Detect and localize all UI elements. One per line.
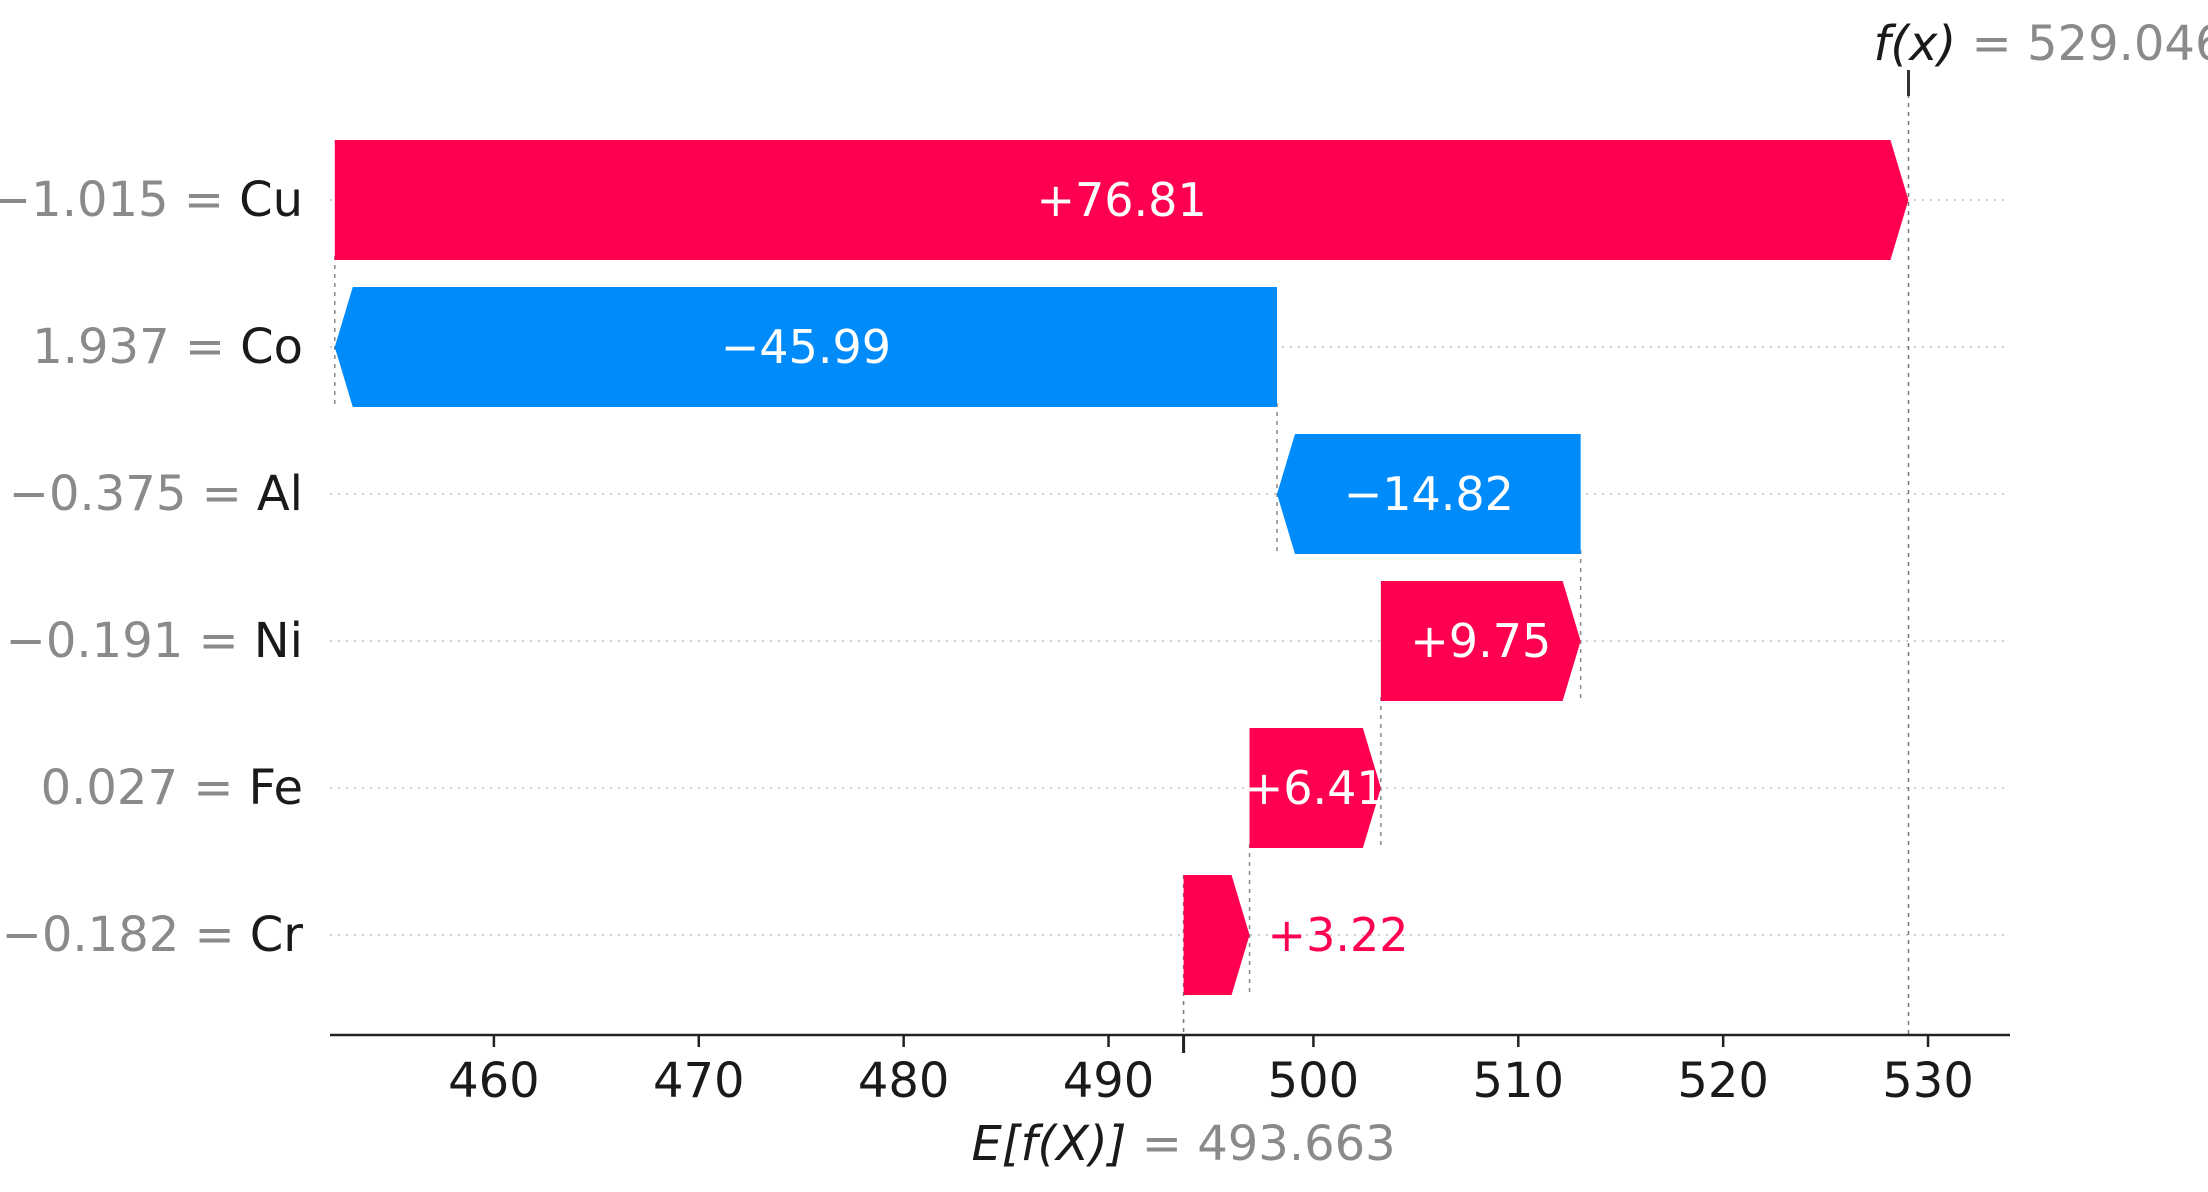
bar-label-cu: +76.81	[1036, 173, 1206, 227]
bar-label-al: −14.82	[1344, 467, 1514, 521]
output-value-number: 529.046	[2027, 16, 2208, 72]
guide-lines	[334, 70, 1911, 1035]
base-value-label: E[f(X)]	[971, 1116, 1126, 1172]
bar-label-cr: +3.22	[1268, 908, 1409, 962]
bars	[334, 140, 1909, 995]
feature-name: Cr	[250, 907, 304, 963]
feature-value: 0.027 =	[41, 760, 234, 816]
feature-value: −0.191 =	[6, 613, 239, 669]
feature-name: Co	[240, 319, 303, 375]
bar-label-fe: +6.41	[1245, 761, 1386, 815]
base-value-equals: =	[1126, 1116, 1197, 1172]
bar-ni	[1380, 581, 1581, 701]
output-value-equals: =	[1956, 16, 2027, 72]
bar-fe	[1249, 728, 1381, 848]
feature-name: Ni	[254, 613, 303, 669]
feature-name: Al	[257, 466, 303, 522]
output-value-label: f(x)	[1874, 16, 1957, 72]
base-value-number: 493.663	[1197, 1116, 1396, 1172]
feature-name: Fe	[248, 760, 303, 816]
x-tick-label: 470	[653, 1053, 745, 1109]
bar-label-co: −45.99	[721, 320, 891, 374]
feature-value: −0.375 =	[9, 466, 242, 522]
x-tick-label: 530	[1882, 1053, 1974, 1109]
bar-label-ni: +9.75	[1410, 614, 1551, 668]
bar-co	[334, 287, 1278, 407]
x-tick-label: 490	[1063, 1053, 1155, 1109]
feature-value: 1.937 =	[32, 319, 225, 375]
output-value-annotation: f(x) = 529.046	[1874, 16, 2208, 72]
x-tick-label: 520	[1677, 1053, 1769, 1109]
x-axis: 460 470 480 490 500 510 520 530 E[f(X)] = 493.66…	[330, 1033, 2010, 1172]
x-tick-label: 510	[1472, 1053, 1564, 1109]
feature-value: −0.182 =	[2, 907, 235, 963]
x-tick-label: 500	[1268, 1053, 1360, 1109]
x-tick-label: 480	[858, 1053, 950, 1109]
bar-cu	[334, 140, 1909, 260]
base-value-annotation: E[f(X)] = 493.663	[971, 1116, 1395, 1172]
x-tick-label: 460	[448, 1053, 540, 1109]
feature-value: −1.015 =	[0, 172, 224, 228]
feature-name: Cu	[239, 172, 303, 228]
bar-cr	[1183, 875, 1250, 995]
bar-al	[1277, 434, 1581, 554]
